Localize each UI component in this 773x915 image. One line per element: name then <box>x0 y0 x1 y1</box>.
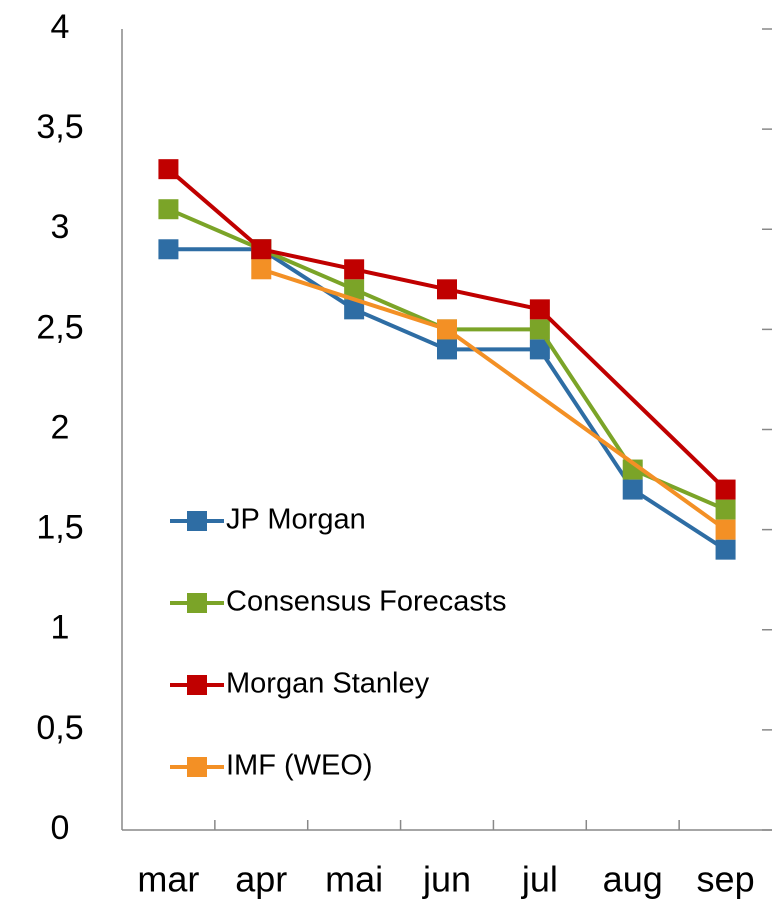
y-tick-label: 4 <box>51 8 70 46</box>
series-line <box>260 267 727 532</box>
legend-marker <box>187 757 207 777</box>
marker <box>158 159 179 180</box>
marker <box>251 259 272 280</box>
x-tick-label: apr <box>235 859 287 900</box>
marker <box>344 279 365 300</box>
marker <box>158 239 179 260</box>
y-tick-label: 0,5 <box>36 709 83 747</box>
series-line <box>167 167 727 492</box>
x-tick-label: aug <box>603 859 663 900</box>
legend-label: Consensus Forecasts <box>226 586 506 618</box>
x-tick-label: mar <box>137 859 199 900</box>
x-tick-label: sep <box>697 859 755 900</box>
marker <box>715 499 736 520</box>
legend-label: JP Morgan <box>226 504 366 536</box>
x-tick-label: jun <box>422 859 471 900</box>
y-tick-label: 3,5 <box>36 108 83 146</box>
marker <box>529 319 550 340</box>
legend-label: IMF (WEO) <box>226 750 373 782</box>
marker <box>344 259 365 280</box>
marker <box>715 519 736 540</box>
y-tick-label: 0 <box>51 809 70 847</box>
marker <box>251 239 272 260</box>
marker <box>437 339 457 360</box>
legend-marker <box>187 511 207 531</box>
y-tick-label: 2 <box>51 408 70 446</box>
legend-label: Morgan Stanley <box>226 668 430 700</box>
x-tick-label: jul <box>521 859 558 900</box>
marker <box>529 299 550 320</box>
marker <box>437 279 457 300</box>
y-tick-label: 3 <box>51 208 70 246</box>
marker <box>344 299 365 320</box>
marker <box>715 539 736 560</box>
marker <box>158 199 179 220</box>
marker <box>715 479 736 500</box>
legend-marker <box>187 675 207 695</box>
y-tick-label: 1,5 <box>36 509 83 547</box>
legend-marker <box>187 593 207 613</box>
x-tick-label: mai <box>325 859 383 900</box>
y-tick-label: 2,5 <box>36 308 83 346</box>
marker <box>437 319 457 340</box>
y-tick-label: 1 <box>51 609 70 647</box>
marker <box>622 479 643 500</box>
marker <box>529 339 550 360</box>
